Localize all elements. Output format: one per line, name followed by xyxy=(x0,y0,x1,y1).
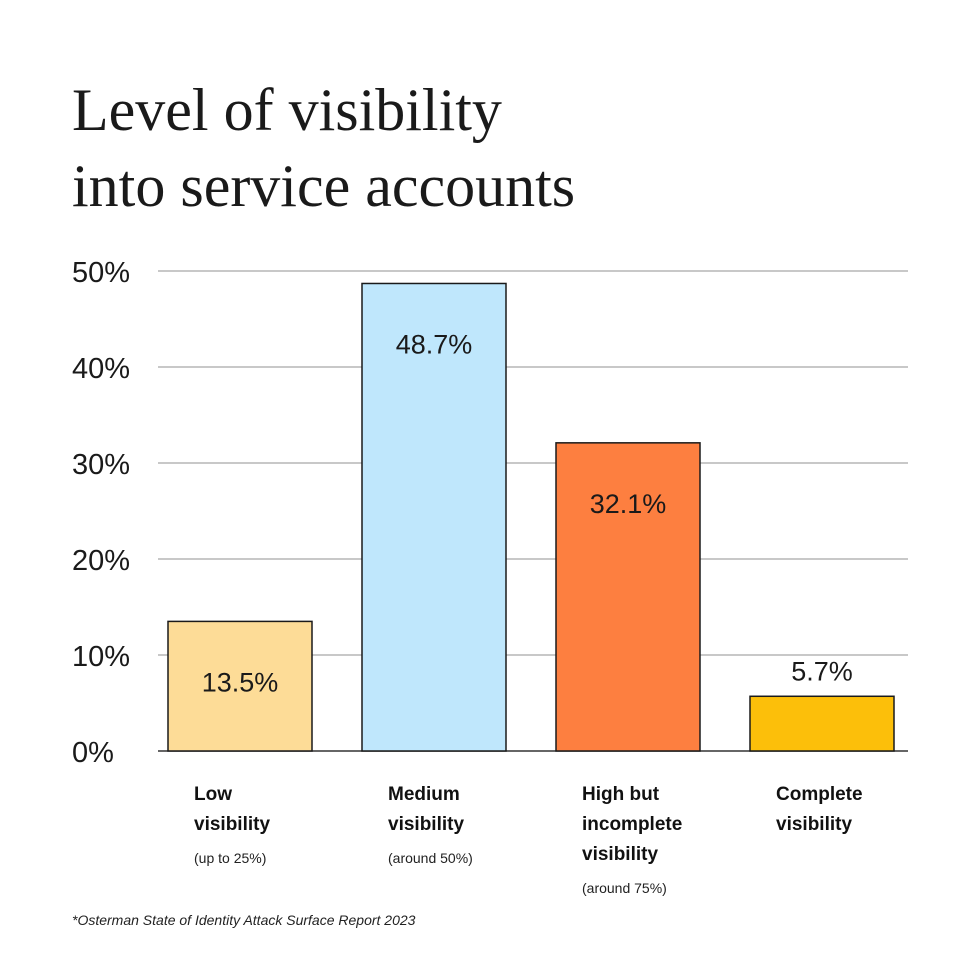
category-name-line: Complete xyxy=(776,784,863,805)
category-note: (around 50%) xyxy=(388,850,473,866)
value-label: 5.7% xyxy=(791,656,853,686)
footnote: *Osterman State of Identity Attack Surfa… xyxy=(72,912,416,928)
category-label: Complete visibility xyxy=(776,780,946,840)
category-name-line: Low xyxy=(194,784,232,805)
y-tick-label: 10% xyxy=(72,641,130,673)
bar xyxy=(167,620,313,752)
y-tick-label: 40% xyxy=(72,353,130,385)
category-note: (around 75%) xyxy=(582,880,667,896)
y-axis-tick-labels: 0% 10% 20% 30% 40% 50% xyxy=(72,257,130,769)
y-tick-label: 50% xyxy=(72,257,130,289)
category-name-line: High but xyxy=(582,784,660,805)
chart-title-line-2: into service accounts xyxy=(72,153,576,219)
category-label: Medium visibility (around 50%) xyxy=(388,780,558,868)
category-label: Low visibility (up to 25%) xyxy=(194,780,364,868)
chart-title: Level of visibility into service account… xyxy=(72,72,912,224)
bar xyxy=(361,282,507,752)
value-label: 32.1% xyxy=(590,489,667,519)
value-label: 48.7% xyxy=(396,329,473,359)
y-tick-label: 0% xyxy=(72,737,114,769)
bar xyxy=(555,442,701,752)
category-name-line: visibility xyxy=(194,814,271,835)
bars xyxy=(167,282,895,752)
y-tick-label: 20% xyxy=(72,545,130,577)
category-name-line: visibility xyxy=(388,814,465,835)
category-label: High but incomplete visibility (around 75%) xyxy=(582,780,752,898)
category-name-line: visibility xyxy=(776,814,853,835)
value-label: 13.5% xyxy=(202,667,279,697)
y-tick-label: 30% xyxy=(72,449,130,481)
chart-title-line-1: Level of visibility xyxy=(72,77,502,143)
value-labels: 13.5% 48.7% 32.1% 5.7% xyxy=(202,329,853,697)
category-name-line: incomplete xyxy=(582,814,683,835)
bar xyxy=(749,695,895,752)
category-note: (up to 25%) xyxy=(194,850,267,866)
category-name-line: visibility xyxy=(582,844,659,865)
category-name-line: Medium xyxy=(388,784,460,805)
